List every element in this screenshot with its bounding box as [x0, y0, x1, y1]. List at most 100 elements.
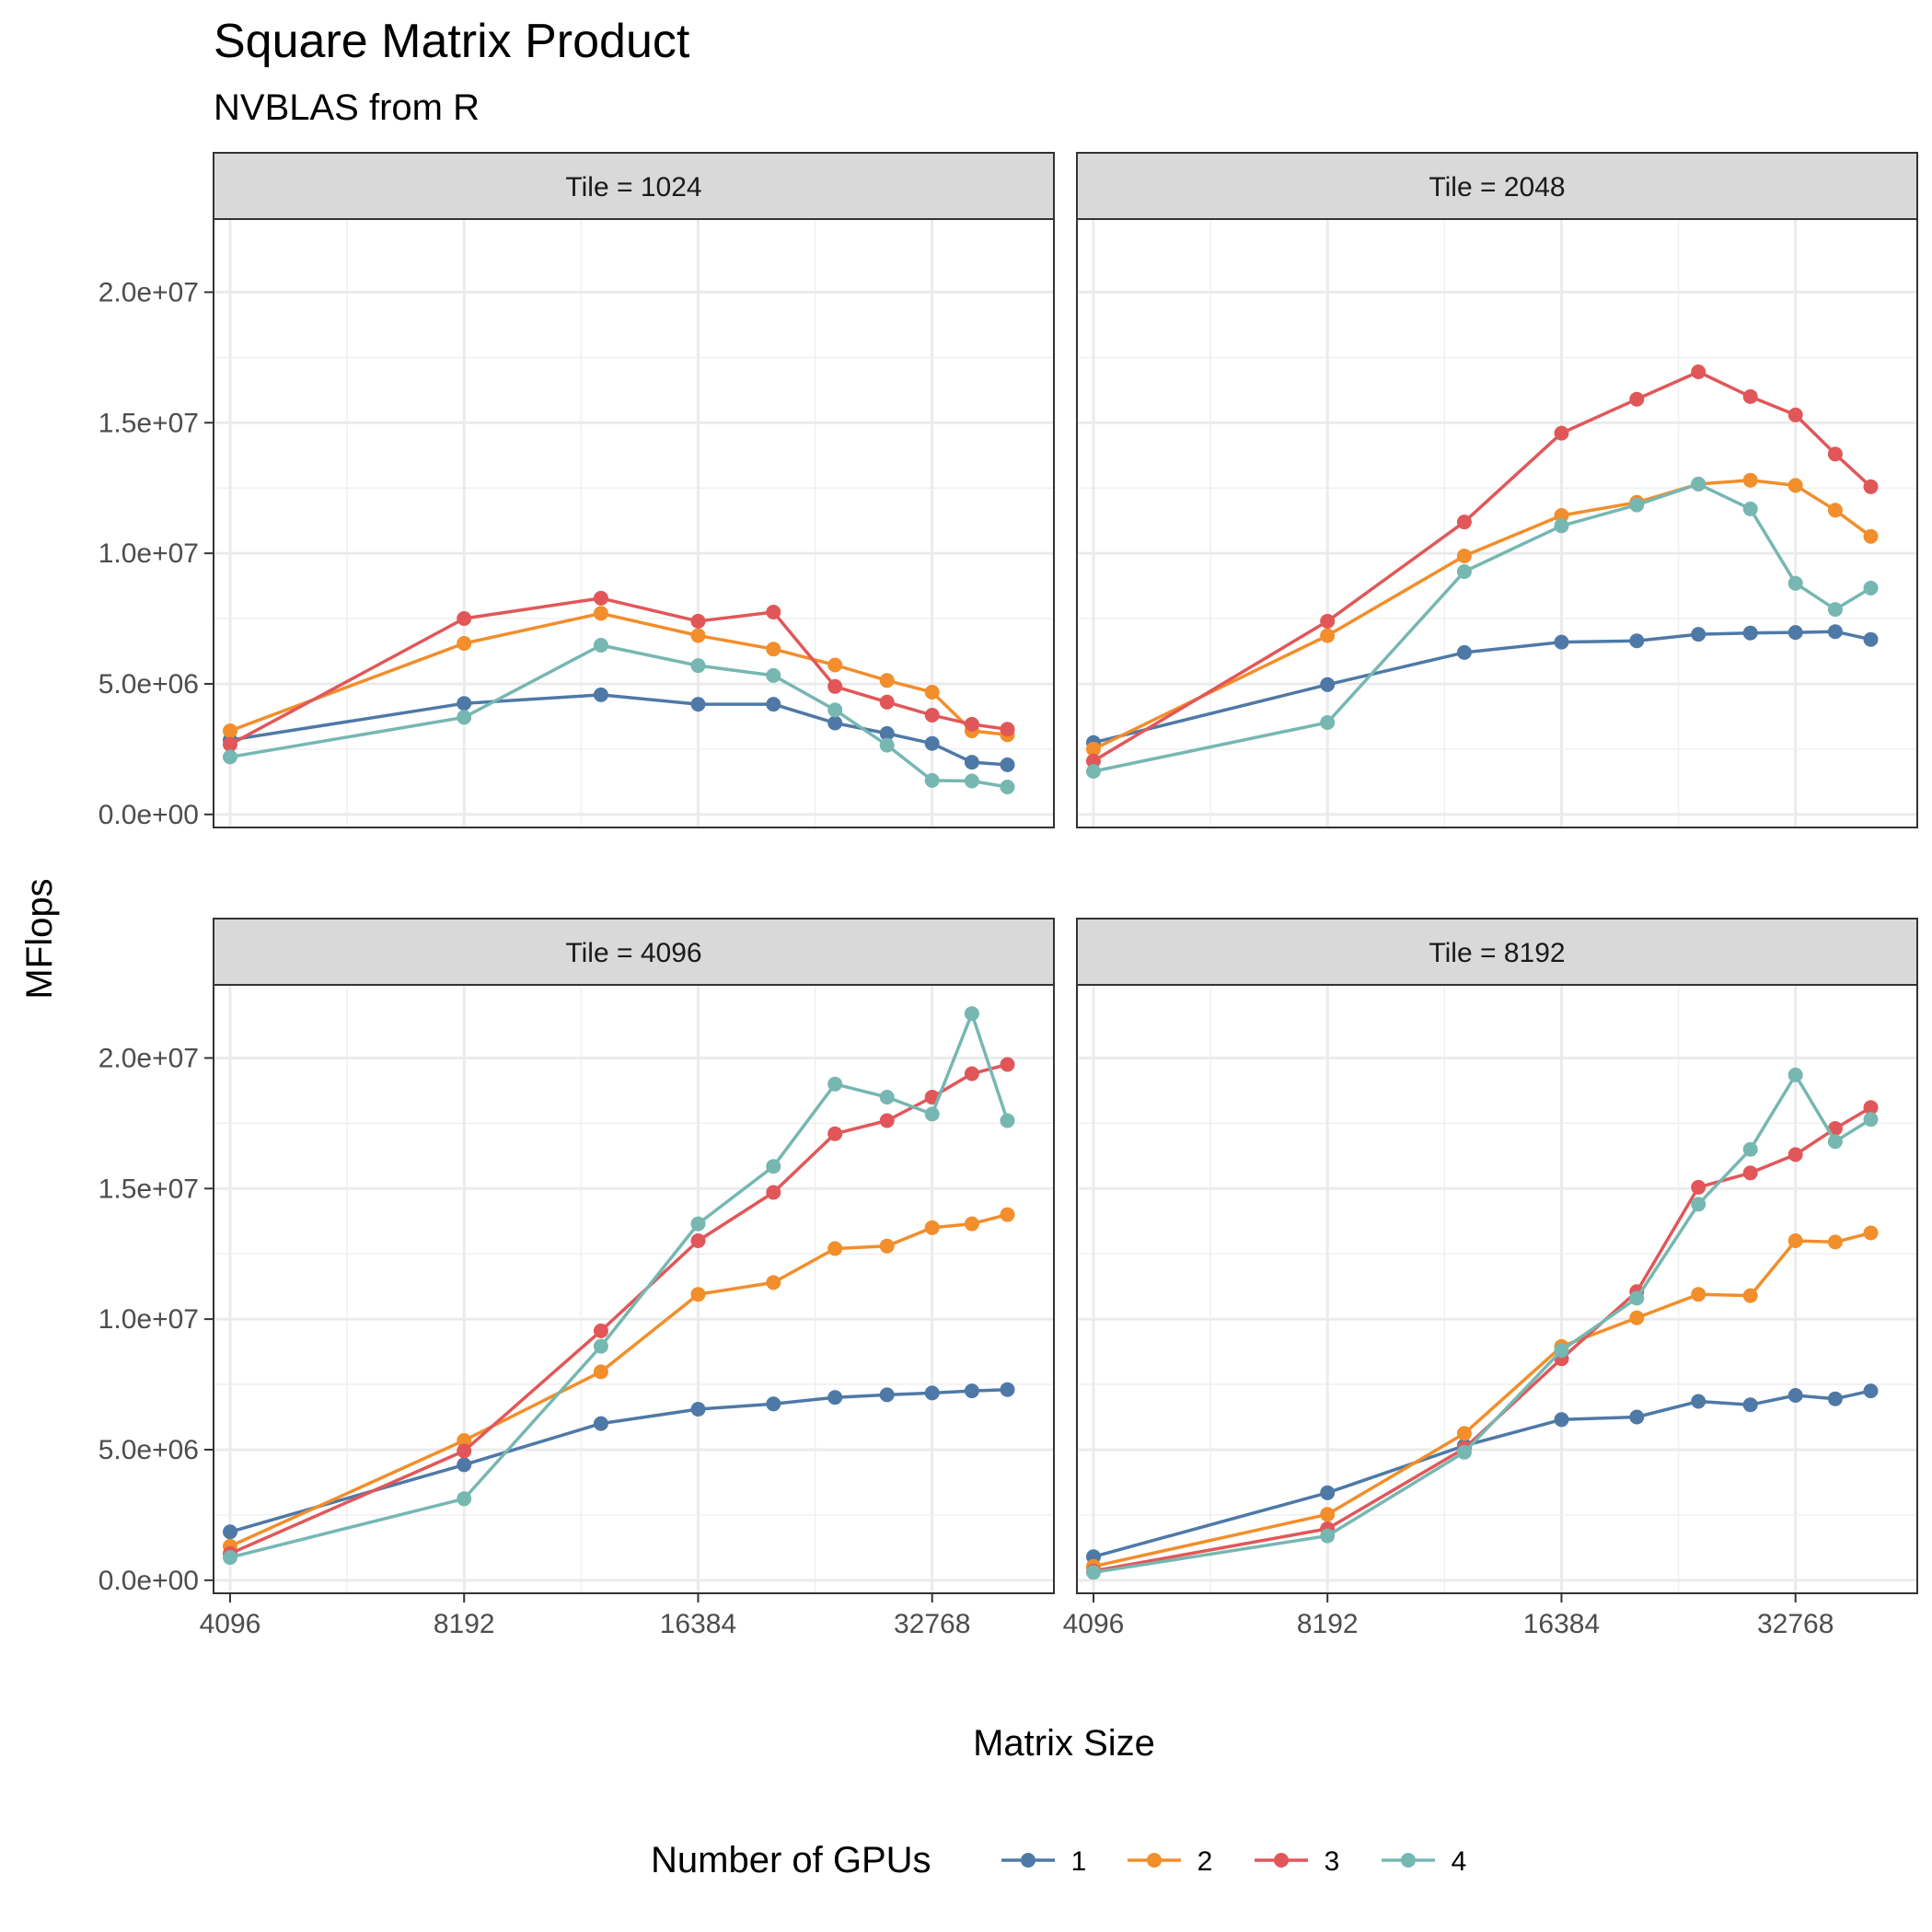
- panel-1: Tile = 1024 0.0e+00 5.0e+06 1.0e+07 1.5e+07 2…: [98, 152, 1055, 830]
- data-point-gpus-2: [766, 1275, 781, 1290]
- series-line-gpus-4: [1093, 482, 1872, 773]
- data-point-gpus-2: [1863, 1225, 1879, 1241]
- series-line-gpus-3: [229, 1062, 1008, 1556]
- data-point-gpus-1: [964, 755, 979, 770]
- data-point-gpus-4: [690, 1216, 706, 1232]
- legend-title: Number of GPUs: [651, 1840, 931, 1880]
- data-point-gpus-3: [1629, 391, 1645, 407]
- data-point-gpus-4: [1554, 1343, 1569, 1359]
- data-point-gpus-4: [827, 702, 843, 718]
- data-point-gpus-4: [457, 710, 472, 725]
- data-point-gpus-3: [827, 678, 843, 694]
- data-point-gpus-1: [1554, 1412, 1569, 1428]
- y-tick-label: 5.0e+06: [98, 669, 199, 700]
- series-line-gpus-1: [229, 1387, 1008, 1533]
- legend-label-gpus-4: 4: [1452, 1846, 1467, 1877]
- x-tick-label: 8192: [434, 1609, 495, 1639]
- data-point-gpus-3: [1086, 753, 1101, 769]
- data-point-gpus-3: [766, 1185, 781, 1200]
- data-point-gpus-4: [457, 1491, 472, 1507]
- data-point-gpus-4: [593, 638, 608, 653]
- data-point-gpus-1: [1827, 624, 1843, 640]
- data-point-gpus-3: [1787, 407, 1803, 422]
- data-point-gpus-1: [1863, 1383, 1879, 1399]
- data-point-gpus-1: [1863, 631, 1879, 647]
- data-point-gpus-2: [827, 1241, 843, 1256]
- data-point-gpus-4: [1320, 1528, 1336, 1544]
- data-point-gpus-1: [690, 1402, 706, 1417]
- data-point-gpus-4: [924, 772, 940, 788]
- data-point-gpus-4: [827, 1076, 843, 1092]
- data-point-gpus-4: [879, 737, 895, 753]
- data-point-gpus-1: [1456, 644, 1472, 660]
- y-tick-label: 1.0e+07: [98, 1304, 199, 1335]
- data-point-gpus-2: [1787, 478, 1803, 493]
- data-point-gpus-4: [1691, 476, 1706, 492]
- data-point-gpus-3: [690, 613, 706, 629]
- panels-layer: Tile = 1024 0.0e+00 5.0e+06 1.0e+07 1.5e+07 2…: [98, 152, 1918, 1639]
- data-point-gpus-1: [1827, 1391, 1843, 1406]
- data-point-gpus-4: [1456, 564, 1472, 579]
- panel-strip: [213, 918, 1055, 986]
- legend-key-point-gpus-2: [1147, 1853, 1162, 1868]
- x-tick-label: 16384: [1523, 1609, 1600, 1639]
- data-point-gpus-2: [1456, 549, 1472, 563]
- data-point-gpus-2: [1456, 1426, 1472, 1441]
- x-tick-label: 8192: [1297, 1609, 1359, 1639]
- series-line-gpus-2: [1093, 1231, 1871, 1568]
- legend-key-point-gpus-4: [1401, 1853, 1416, 1868]
- data-point-gpus-4: [1827, 602, 1843, 618]
- data-point-gpus-3: [1691, 1179, 1706, 1195]
- panel-border: [1076, 218, 1918, 828]
- series-line-gpus-3: [1093, 370, 1872, 763]
- panel-border: [1076, 984, 1918, 1594]
- data-point-gpus-3: [879, 1113, 895, 1128]
- data-point-gpus-3: [964, 1066, 979, 1082]
- data-point-gpus-2: [593, 1364, 608, 1380]
- data-point-gpus-2: [1827, 1234, 1843, 1250]
- x-tick-label: 32768: [1757, 1609, 1834, 1639]
- data-point-gpus-1: [766, 697, 781, 712]
- data-point-gpus-3: [1863, 1100, 1879, 1116]
- data-point-gpus-1: [457, 696, 472, 711]
- data-point-gpus-1: [1320, 1485, 1336, 1500]
- series-line-gpus-4: [1093, 1073, 1872, 1575]
- data-point-gpus-1: [1629, 633, 1645, 649]
- data-point-gpus-2: [1827, 503, 1843, 518]
- legend: Number of GPUs 1 2 3 4: [651, 1840, 1466, 1880]
- data-point-gpus-2: [1742, 472, 1758, 488]
- data-point-gpus-2: [457, 636, 472, 651]
- panel-strip: [213, 152, 1055, 220]
- y-tick-label: 1.5e+07: [98, 408, 199, 438]
- data-point-gpus-4: [1629, 497, 1645, 513]
- data-point-gpus-1: [879, 725, 895, 741]
- data-point-gpus-2: [1787, 1233, 1803, 1248]
- data-point-gpus-4: [1742, 501, 1758, 516]
- panel-strip-label: Tile = 1024: [565, 172, 701, 202]
- panel-2: Tile = 2048: [1076, 152, 1918, 828]
- data-point-gpus-2: [964, 1216, 979, 1232]
- data-point-gpus-4: [1456, 1444, 1472, 1460]
- data-point-gpus-2: [1000, 1207, 1015, 1222]
- data-point-gpus-4: [1827, 1134, 1843, 1150]
- data-point-gpus-1: [1000, 757, 1015, 772]
- data-point-gpus-4: [1086, 764, 1101, 779]
- data-point-gpus-1: [924, 1385, 940, 1401]
- data-point-gpus-2: [1629, 1310, 1645, 1325]
- data-point-gpus-2: [690, 1287, 706, 1302]
- data-point-gpus-1: [593, 687, 608, 702]
- data-point-gpus-2: [690, 628, 706, 643]
- data-point-gpus-3: [1456, 515, 1472, 530]
- panel-border: [213, 984, 1055, 1594]
- panel-strip-label: Tile = 8192: [1429, 938, 1565, 968]
- data-point-gpus-4: [1787, 1067, 1803, 1082]
- data-point-gpus-4: [1742, 1141, 1758, 1157]
- chart-title: Square Matrix Product: [214, 15, 690, 68]
- data-point-gpus-4: [1863, 1112, 1879, 1128]
- legend-label-gpus-2: 2: [1197, 1846, 1213, 1877]
- data-point-gpus-1: [1691, 627, 1706, 642]
- x-tick-label: 16384: [660, 1609, 736, 1639]
- legend-key-point-gpus-3: [1274, 1853, 1289, 1868]
- data-point-gpus-2: [1742, 1288, 1758, 1303]
